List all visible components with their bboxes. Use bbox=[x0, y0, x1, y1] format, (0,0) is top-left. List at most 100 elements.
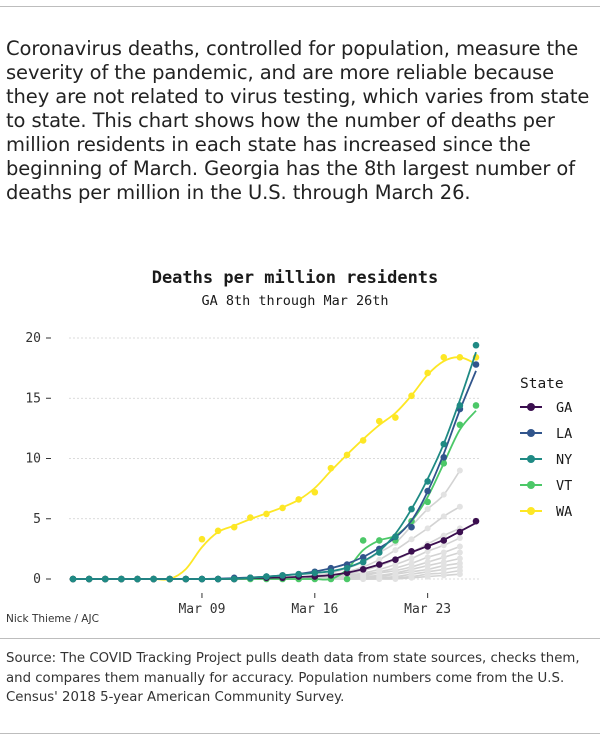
intro-paragraph: Coronavirus deaths, controlled for popul… bbox=[6, 37, 590, 204]
data-point bbox=[230, 575, 238, 583]
data-point bbox=[150, 575, 157, 583]
highlighted-states-lines bbox=[69, 341, 480, 583]
data-point bbox=[247, 514, 254, 521]
other-states-lines bbox=[73, 467, 463, 582]
other-state-point bbox=[408, 555, 415, 562]
data-point bbox=[375, 561, 383, 568]
data-point bbox=[295, 496, 302, 503]
data-point bbox=[408, 523, 415, 531]
data-point bbox=[440, 537, 448, 544]
other-state-point bbox=[456, 467, 463, 474]
series-line bbox=[73, 370, 477, 580]
data-point bbox=[263, 510, 270, 518]
other-state-point bbox=[440, 554, 447, 561]
data-point bbox=[375, 537, 383, 544]
legend-swatch-dot bbox=[527, 429, 535, 437]
data-point bbox=[359, 537, 367, 544]
other-state-point bbox=[440, 513, 447, 520]
series-line bbox=[73, 351, 477, 580]
other-state-point bbox=[456, 549, 463, 556]
other-state-point bbox=[408, 536, 415, 543]
legend-title: State bbox=[520, 376, 564, 392]
data-point bbox=[85, 575, 93, 583]
data-point bbox=[279, 572, 286, 579]
other-state-point bbox=[424, 506, 431, 513]
data-point bbox=[118, 575, 125, 583]
data-point bbox=[440, 460, 448, 467]
other-state-point bbox=[456, 535, 463, 542]
data-point bbox=[424, 543, 431, 550]
other-state-point bbox=[376, 576, 383, 582]
data-point bbox=[101, 575, 109, 583]
legend-label: GA bbox=[556, 400, 572, 416]
data-point bbox=[359, 554, 367, 561]
top-rule bbox=[0, 6, 600, 7]
legend-label: VT bbox=[556, 478, 572, 494]
data-point bbox=[456, 402, 464, 409]
chart-title: Deaths per million residents bbox=[152, 268, 439, 288]
data-point bbox=[311, 488, 319, 496]
data-point bbox=[440, 440, 448, 448]
other-state-point bbox=[392, 547, 399, 554]
source-note: Source: The COVID Tracking Project pulls… bbox=[6, 651, 580, 705]
data-point bbox=[375, 417, 383, 425]
other-state-point bbox=[424, 548, 431, 555]
data-point bbox=[279, 504, 286, 512]
series-line bbox=[73, 356, 477, 581]
data-point bbox=[69, 575, 77, 583]
data-point bbox=[327, 464, 335, 472]
legend-swatch-dot bbox=[527, 455, 535, 463]
data-point bbox=[327, 568, 335, 576]
data-point bbox=[214, 527, 222, 535]
other-state-point bbox=[440, 491, 447, 498]
data-point bbox=[424, 478, 431, 485]
other-state-point bbox=[392, 576, 399, 582]
legend-swatch-dot bbox=[527, 507, 535, 515]
data-point bbox=[182, 575, 190, 583]
y-tick-label: 10 bbox=[25, 452, 41, 467]
other-state-point bbox=[424, 573, 431, 580]
other-state-point bbox=[440, 532, 447, 539]
legend-label: WA bbox=[556, 504, 572, 520]
data-point bbox=[214, 575, 222, 583]
data-point bbox=[440, 453, 448, 461]
data-point bbox=[392, 556, 399, 564]
y-tick-label: 20 bbox=[25, 331, 41, 346]
data-point bbox=[166, 575, 174, 583]
other-state-point bbox=[456, 555, 463, 562]
legend-label: LA bbox=[556, 426, 572, 442]
legend-swatch-dot bbox=[527, 481, 535, 489]
other-state-point bbox=[360, 576, 367, 582]
data-point bbox=[456, 353, 464, 361]
other-state-point bbox=[456, 503, 463, 510]
data-point bbox=[424, 487, 431, 495]
other-state-point bbox=[440, 549, 447, 556]
deaths-chart: Deaths per million residents GA 8th thro… bbox=[6, 268, 572, 625]
data-point bbox=[408, 505, 415, 513]
footer-rule bbox=[0, 733, 600, 734]
data-point bbox=[408, 392, 415, 400]
data-point bbox=[424, 498, 431, 506]
legend-label: NY bbox=[556, 452, 572, 468]
x-tick-label: Mar 09 bbox=[178, 602, 225, 617]
data-point bbox=[472, 517, 480, 525]
data-point bbox=[198, 535, 206, 543]
other-state-point bbox=[440, 542, 447, 549]
data-point bbox=[456, 528, 464, 536]
data-point bbox=[134, 575, 141, 583]
other-state-point bbox=[424, 554, 431, 561]
data-point bbox=[359, 566, 367, 573]
data-point bbox=[472, 361, 480, 368]
y-tick-label: 0 bbox=[33, 572, 41, 587]
other-state-point bbox=[424, 525, 431, 532]
other-state-point bbox=[456, 571, 463, 578]
data-point bbox=[343, 575, 351, 583]
x-tick-label: Mar 23 bbox=[404, 602, 451, 617]
data-point bbox=[392, 533, 399, 541]
grid-lines bbox=[69, 337, 480, 580]
data-point bbox=[247, 574, 254, 582]
chart-subtitle: GA 8th through Mar 26th bbox=[202, 293, 389, 309]
data-point bbox=[392, 414, 399, 421]
data-point bbox=[311, 569, 319, 577]
data-point bbox=[343, 451, 351, 459]
